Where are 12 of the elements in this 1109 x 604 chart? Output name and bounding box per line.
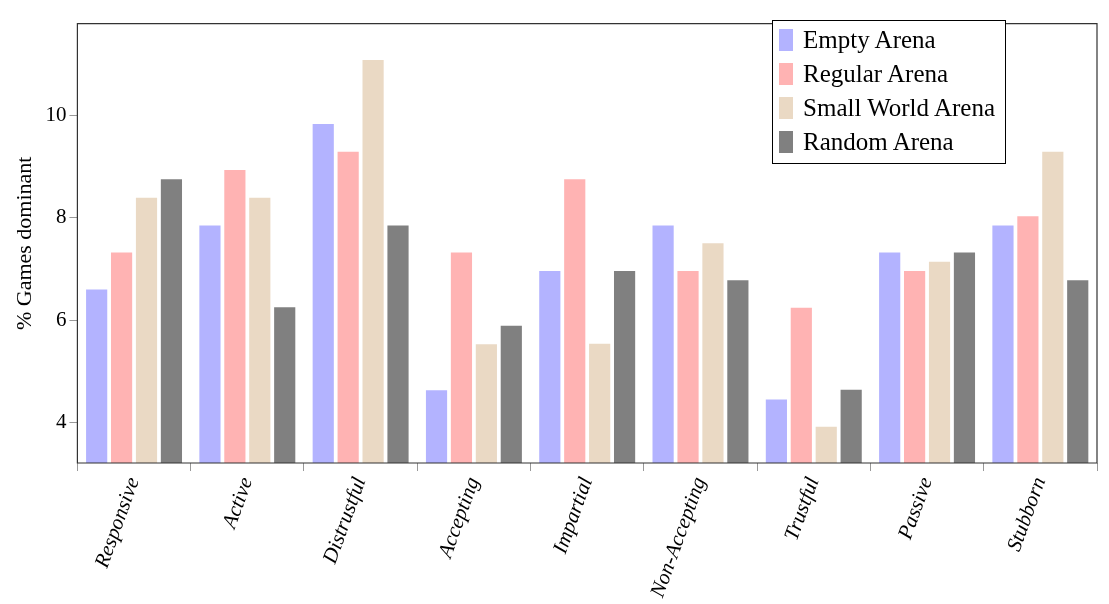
y-tick-label: 4	[55, 409, 67, 434]
legend-label: Small World Arena	[803, 93, 995, 123]
legend-label: Empty Arena	[803, 25, 936, 55]
x-tick-label: Active	[216, 473, 258, 534]
legend-label: Regular Arena	[803, 59, 949, 89]
y-axis-title: % Games dominant	[10, 156, 36, 331]
legend-label: Random Arena	[803, 127, 954, 157]
x-tick-label: Passive	[892, 473, 937, 544]
x-tick-label: Trustful	[778, 473, 824, 544]
y-tick-label: 6	[55, 306, 67, 331]
y-tick-label: 10	[45, 101, 67, 126]
y-tick-label: 8	[55, 204, 67, 229]
